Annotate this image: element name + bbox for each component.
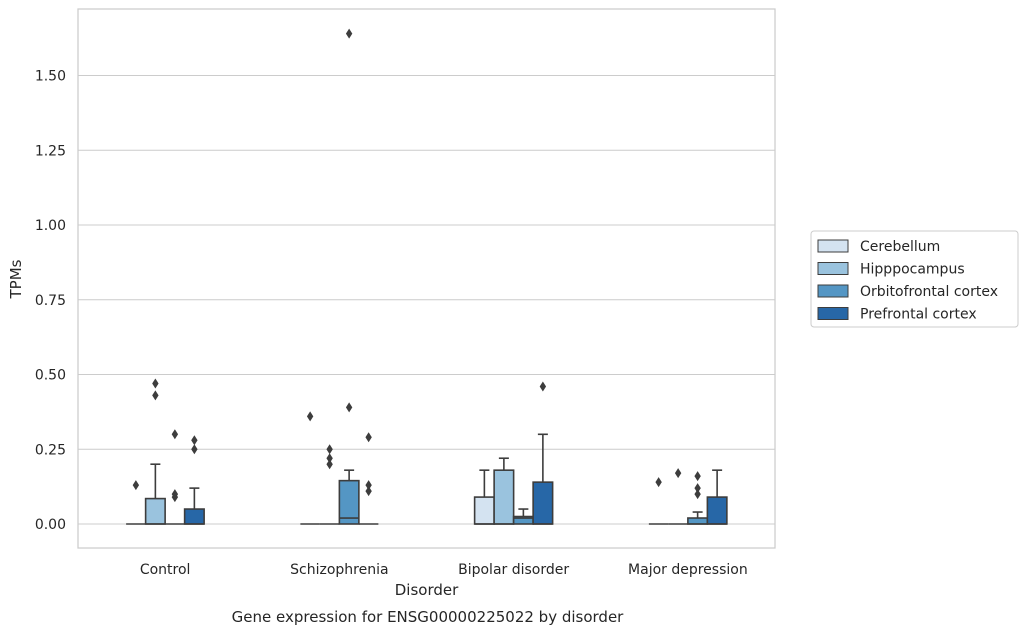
y-tick-label: 0.25 bbox=[35, 442, 66, 458]
box-group bbox=[668, 468, 688, 525]
box-group bbox=[532, 381, 554, 525]
outlier-point bbox=[539, 381, 547, 392]
y-tick-labels: 0.00 0.25 0.50 0.75 1.00 1.25 1.50 bbox=[35, 69, 66, 534]
outlier-point bbox=[326, 453, 333, 464]
box-group bbox=[144, 378, 166, 525]
outlier-point bbox=[152, 378, 159, 389]
legend-label: Orbitofrontal cortex bbox=[860, 284, 998, 300]
outlier-point bbox=[326, 444, 333, 455]
outlier-point bbox=[655, 477, 662, 488]
y-tick-label: 0.00 bbox=[35, 517, 66, 533]
x-tick-label: Schizophrenia bbox=[290, 562, 388, 578]
y-tick-label: 1.00 bbox=[35, 218, 66, 234]
legend-label: Prefrontal cortex bbox=[860, 307, 977, 323]
box-body bbox=[687, 517, 709, 525]
chart-title: Gene expression for ENSG00000225022 by d… bbox=[232, 608, 625, 626]
outlier-point bbox=[191, 444, 198, 455]
y-axis-title: TPMs bbox=[7, 259, 25, 299]
y-tick-label: 0.50 bbox=[35, 368, 66, 384]
box-body bbox=[144, 497, 166, 525]
x-axis-title: Disorder bbox=[395, 581, 459, 599]
box-group bbox=[687, 471, 709, 525]
outlier-point bbox=[306, 411, 314, 422]
legend-label: Cerebellum bbox=[860, 239, 940, 255]
box-group bbox=[493, 457, 515, 525]
box-group bbox=[300, 411, 320, 525]
boxes-layer bbox=[126, 28, 728, 525]
outlier-point bbox=[674, 468, 682, 479]
outlier-point bbox=[365, 486, 372, 497]
box-group bbox=[126, 480, 146, 525]
box-group bbox=[358, 432, 379, 525]
box-body bbox=[706, 496, 728, 525]
legend-frame bbox=[810, 230, 1019, 328]
y-tick-label: 1.25 bbox=[35, 143, 66, 159]
x-tick-label: Major depression bbox=[628, 562, 748, 578]
y-tick-label: 1.50 bbox=[35, 69, 66, 85]
x-tick-labels: Control Schizophrenia Bipolar disorder Majo… bbox=[140, 562, 748, 578]
outlier-point bbox=[365, 432, 372, 443]
outlier-point bbox=[345, 402, 353, 413]
outlier-point bbox=[191, 435, 198, 446]
box-group bbox=[338, 28, 360, 525]
box-group bbox=[473, 469, 495, 525]
box-body bbox=[183, 508, 205, 525]
box-body bbox=[493, 469, 515, 525]
outlier-point bbox=[365, 480, 372, 491]
outlier-point bbox=[132, 480, 140, 491]
x-tick-label: Control bbox=[140, 562, 191, 578]
outlier-point bbox=[171, 489, 179, 500]
legend: Cerebellum Hipppocampus Orbitofrontal cort… bbox=[810, 230, 1019, 328]
legend-swatch bbox=[817, 307, 849, 320]
outlier-point bbox=[694, 471, 701, 482]
outlier-point bbox=[152, 390, 159, 401]
box-group bbox=[319, 444, 340, 525]
legend-swatch bbox=[817, 284, 849, 298]
box-body bbox=[338, 479, 360, 525]
box-body bbox=[473, 496, 495, 525]
plot-frame bbox=[77, 8, 776, 549]
legend-swatch bbox=[817, 262, 849, 275]
box-group bbox=[512, 508, 534, 525]
y-tick-label: 0.75 bbox=[35, 293, 66, 309]
legend-label: Hipppocampus bbox=[860, 262, 965, 278]
box-group bbox=[165, 429, 185, 525]
box-body bbox=[532, 481, 554, 525]
outlier-point bbox=[694, 483, 701, 494]
box-group bbox=[706, 469, 728, 525]
gridlines bbox=[78, 74, 775, 525]
outlier-point bbox=[326, 459, 333, 470]
legend-swatch bbox=[817, 239, 849, 253]
box-group bbox=[183, 435, 205, 525]
x-tick-label: Bipolar disorder bbox=[458, 562, 569, 578]
box-group bbox=[648, 477, 669, 525]
outlier-point bbox=[345, 28, 353, 39]
outlier-point bbox=[171, 429, 179, 440]
outlier-point bbox=[694, 489, 701, 500]
